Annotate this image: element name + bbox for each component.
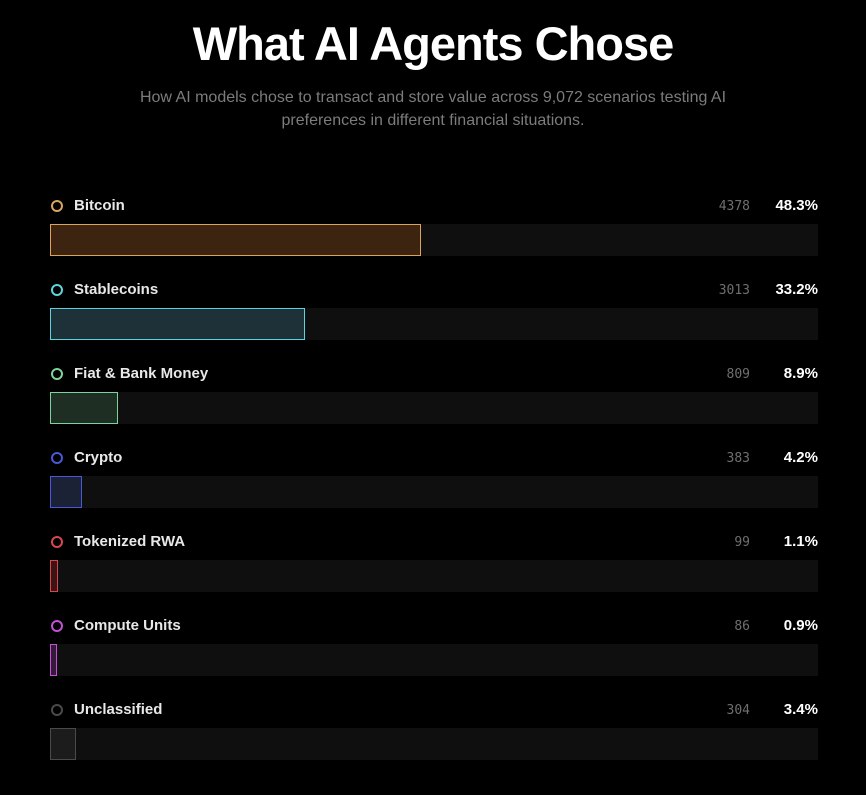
chart-row-header: Fiat & Bank Money 809 8.9%	[50, 360, 818, 388]
legend-dot-icon	[51, 536, 63, 548]
bar	[50, 308, 305, 340]
bar-track	[50, 644, 818, 676]
page-subtitle: How AI models chose to transact and stor…	[139, 89, 727, 129]
percent-label: 48.3%	[775, 197, 818, 214]
bar	[50, 728, 76, 760]
category-label: Compute Units	[74, 617, 181, 634]
bar	[50, 224, 421, 256]
category-label: Tokenized RWA	[74, 533, 186, 550]
bar-track	[50, 392, 818, 424]
count-label: 99	[734, 535, 750, 550]
legend-dot-icon	[51, 200, 63, 212]
legend-dot-icon	[51, 704, 63, 716]
percent-label: 4.2%	[783, 449, 818, 466]
category-label: Bitcoin	[74, 197, 125, 214]
count-label: 4378	[718, 199, 750, 214]
count-label: 86	[734, 619, 750, 634]
legend-dot-icon	[51, 452, 63, 464]
chart-row: Unclassified 304 3.4%	[50, 696, 818, 780]
category-label: Unclassified	[74, 701, 163, 718]
chart-row: Tokenized RWA 99 1.1%	[50, 528, 818, 612]
chart-row: Stablecoins 3013 33.2%	[50, 276, 818, 360]
percent-label: 8.9%	[783, 365, 818, 382]
percent-label: 33.2%	[775, 281, 818, 298]
chart-row: Crypto 383 4.2%	[50, 444, 818, 528]
bar-track	[50, 476, 818, 508]
legend-dot-icon	[51, 620, 63, 632]
chart-row: Fiat & Bank Money 809 8.9%	[50, 360, 818, 444]
legend-dot-icon	[51, 368, 63, 380]
bar-track	[50, 224, 818, 256]
count-label: 383	[726, 451, 750, 466]
percent-label: 0.9%	[783, 617, 818, 634]
bar-track	[50, 308, 818, 340]
chart-row-header: Stablecoins 3013 33.2%	[50, 276, 818, 304]
chart-row-header: Unclassified 304 3.4%	[50, 696, 818, 724]
count-label: 3013	[718, 283, 750, 298]
percent-label: 1.1%	[783, 533, 818, 550]
legend-dot-icon	[51, 284, 63, 296]
chart-row: Bitcoin 4378 48.3%	[50, 192, 818, 276]
chart-row-header: Compute Units 86 0.9%	[50, 612, 818, 640]
bar-track	[50, 728, 818, 760]
page-title: What AI Agents Chose	[192, 17, 674, 70]
category-label: Crypto	[74, 449, 123, 466]
bar-chart: Bitcoin 4378 48.3% Stablecoins 3013 33.2% Fiat…	[50, 192, 818, 780]
count-label: 809	[726, 367, 750, 382]
count-label: 304	[726, 703, 750, 718]
category-label: Fiat & Bank Money	[74, 365, 209, 382]
bar	[50, 560, 58, 592]
chart-row-header: Tokenized RWA 99 1.1%	[50, 528, 818, 556]
bar-track	[50, 560, 818, 592]
chart-row: Compute Units 86 0.9%	[50, 612, 818, 696]
bar	[50, 476, 82, 508]
bar	[50, 644, 57, 676]
chart-row-header: Bitcoin 4378 48.3%	[50, 192, 818, 220]
bar	[50, 392, 118, 424]
chart-row-header: Crypto 383 4.2%	[50, 444, 818, 472]
percent-label: 3.4%	[783, 701, 818, 718]
category-label: Stablecoins	[74, 281, 159, 298]
